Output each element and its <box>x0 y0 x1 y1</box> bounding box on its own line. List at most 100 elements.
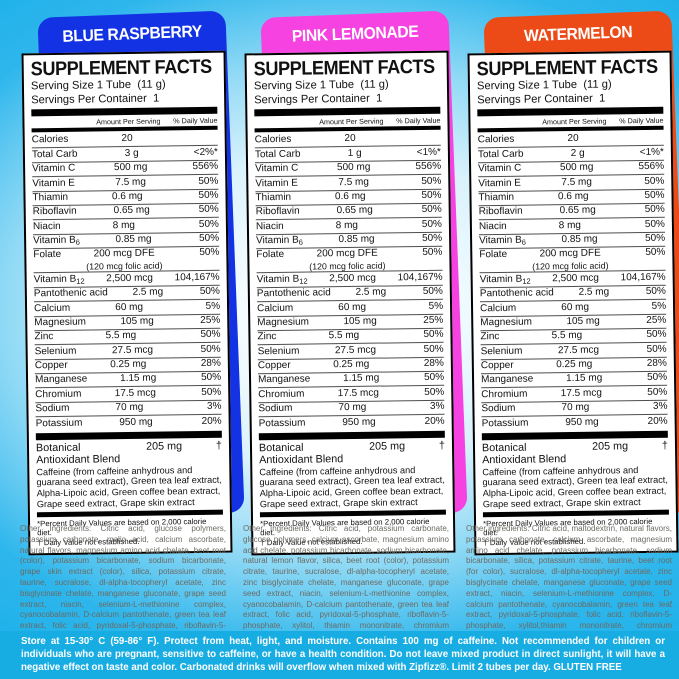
blend-amount: 205 mg <box>368 439 406 453</box>
nutrient-name: Copper <box>257 359 291 372</box>
nutrient-daily-value: 50% <box>423 372 445 384</box>
nutrient-amount: 1.15 mg <box>120 372 157 385</box>
nutrient-subscript: 12 <box>522 276 531 286</box>
nutrient-daily-value: 50% <box>646 372 668 384</box>
nutrient-amount: 20 <box>567 133 579 145</box>
blend-daily-value: † <box>215 439 223 452</box>
nutrient-amount: 20 <box>121 133 133 145</box>
nutrient-daily-value: 50% <box>422 285 443 298</box>
nutrient-name: Vitamin B6 <box>33 234 81 247</box>
nutrient-name: Zinc <box>480 331 500 343</box>
nutrient-daily-value: 50% <box>645 285 666 298</box>
nutrient-daily-value: 50% <box>646 328 667 341</box>
nutrient-amount: 70 mg <box>115 401 144 414</box>
blend-row: Botanical Antioxidant Blend 205 mg † <box>259 439 445 466</box>
blend-name: Botanical Antioxidant Blend <box>481 441 567 466</box>
nutrient-name: Copper <box>34 359 68 372</box>
footer-warning-text: Store at 15-30° C (59-86° F). Protect fr… <box>21 636 665 673</box>
nutrient-amount: 2,500 mcg <box>329 272 377 285</box>
nutrient-name: Manganese <box>257 373 311 386</box>
nutrient-name: Sodium <box>258 402 293 415</box>
panel-title: SUPPLEMENT FACTS <box>476 55 658 81</box>
nutrient-daily-value: 25% <box>646 314 667 326</box>
divider-bar <box>481 430 668 440</box>
nutrient-name: Sodium <box>35 402 70 415</box>
nutrient-daily-value: 50% <box>422 232 443 245</box>
nutrient-daily-value: 50% <box>421 189 442 201</box>
nutrient-amount: 0.6 mg <box>111 190 143 203</box>
nutrient-amount: 17.5 mcg <box>114 387 156 399</box>
nutrient-name: Vitamin B6 <box>256 234 304 247</box>
nutrient-amount: 2.5 mg <box>578 286 610 299</box>
nutrient-amount: 0.65 mg <box>336 204 373 217</box>
blend-name: Botanical Antioxidant Blend <box>258 441 344 466</box>
nutrient-name: Sodium <box>481 402 516 415</box>
nutrient-name: Folate <box>33 249 62 261</box>
flavor-title: BLUE RASPBERRY <box>62 22 203 46</box>
servings-per-container: Servings Per Container 1 <box>254 92 383 106</box>
blend-amount: 205 mg <box>145 439 183 453</box>
nutrient-daily-value: 50% <box>647 386 668 398</box>
nutrient-row: Potassium 950 mg 20% <box>482 415 668 431</box>
nutrient-daily-value: 556% <box>192 160 219 173</box>
nutrient-name: Magnesium <box>480 316 533 329</box>
servings-per-container: Servings Per Container 1 <box>477 92 606 106</box>
nutrient-name: Niacin <box>255 220 284 232</box>
nutrient-rows: Calories 20 Total Carb 1 g <1%* Vitamin C 500 … <box>254 131 445 431</box>
nutrient-name: Thiamin <box>255 191 292 204</box>
nutrient-subscript: 6 <box>298 237 304 247</box>
nutrient-name: Riboflavin <box>478 205 523 218</box>
nutrient-daily-value: 50% <box>421 218 442 230</box>
flavor-group: BLUE RASPBERRY SUPPLEMENT FACTS Serving … <box>8 6 245 663</box>
nutrient-amount: 2.5 mg <box>132 286 164 299</box>
daily-value-header: % Daily Value <box>173 115 218 126</box>
nutrient-name: Riboflavin <box>255 205 300 218</box>
nutrient-daily-value: 50% <box>645 232 666 245</box>
nutrient-daily-value: 50% <box>644 175 665 187</box>
nutrient-amount: 0.85 mg <box>115 233 152 246</box>
nutrient-daily-value: 50% <box>200 343 221 355</box>
nutrient-daily-value: 50% <box>199 247 220 259</box>
flavor-title: WATERMELON <box>523 23 633 46</box>
nutrient-amount: 17.5 mcg <box>560 387 602 399</box>
footer-warning-bar: Store at 15-30° C (59-86° F). Protect fr… <box>0 631 679 679</box>
supplement-facts-panel: SUPPLEMENT FACTS Serving Size 1 Tube (11… <box>21 50 233 556</box>
panel-title: SUPPLEMENT FACTS <box>253 55 435 81</box>
nutrient-name: Thiamin <box>32 191 69 204</box>
nutrient-daily-value: 5% <box>651 300 667 312</box>
nutrient-name: Vitamin B12 <box>33 273 85 286</box>
nutrient-amount: 0.6 mg <box>557 190 589 203</box>
nutrient-amount: 105 mg <box>120 315 154 327</box>
nutrient-amount: 8 mg <box>335 219 359 231</box>
nutrient-amount: 950 mg <box>342 416 376 428</box>
nutrient-daily-value: 104,167% <box>174 271 220 284</box>
nutrient-rows: Calories 20 Total Carb 2 g <1%* Vitamin C 500 … <box>477 131 668 431</box>
nutrient-daily-value: 5% <box>205 300 221 312</box>
nutrient-amount: 70 mg <box>338 401 367 414</box>
nutrient-name: Vitamin B12 <box>479 273 531 286</box>
nutrient-name: Calories <box>31 134 69 146</box>
nutrient-amount-detail: (120 mcg folic acid) <box>86 260 163 272</box>
nutrient-daily-value: 3% <box>206 400 222 413</box>
supplement-facts-panel: SUPPLEMENT FACTS Serving Size 1 Tube (11… <box>244 50 456 556</box>
nutrient-daily-value: 5% <box>428 300 444 312</box>
nutrient-row: Potassium 950 mg 20% <box>259 415 445 431</box>
nutrient-daily-value: 50% <box>198 218 219 230</box>
nutrient-name: Pantothenic acid <box>256 287 331 300</box>
nutrient-daily-value: 50% <box>421 203 442 216</box>
nutrient-name: Vitamin E <box>32 177 76 189</box>
nutrient-row: Folate 200 mcg DFE (120 mcg folic acid) 50% <box>33 246 220 274</box>
nutrient-amount: 0.65 mg <box>113 204 150 217</box>
nutrient-daily-value: 28% <box>423 357 444 369</box>
nutrient-name: Niacin <box>478 220 507 232</box>
nutrient-amount: 950 mg <box>565 416 599 428</box>
nutrient-daily-value: 50% <box>646 343 667 355</box>
divider-bar <box>254 106 441 117</box>
nutrient-name: Vitamin B12 <box>256 273 308 286</box>
nutrient-amount: 2,500 mcg <box>106 272 154 285</box>
panel-title: SUPPLEMENT FACTS <box>30 55 212 81</box>
nutrient-amount: 500 mg <box>559 161 594 174</box>
nutrient-amount: 27.5 mcg <box>111 344 154 356</box>
nutrient-amount: 200 mcg DFE (120 mcg folic acid) <box>507 248 634 272</box>
nutrient-amount: 0.85 mg <box>338 233 375 246</box>
